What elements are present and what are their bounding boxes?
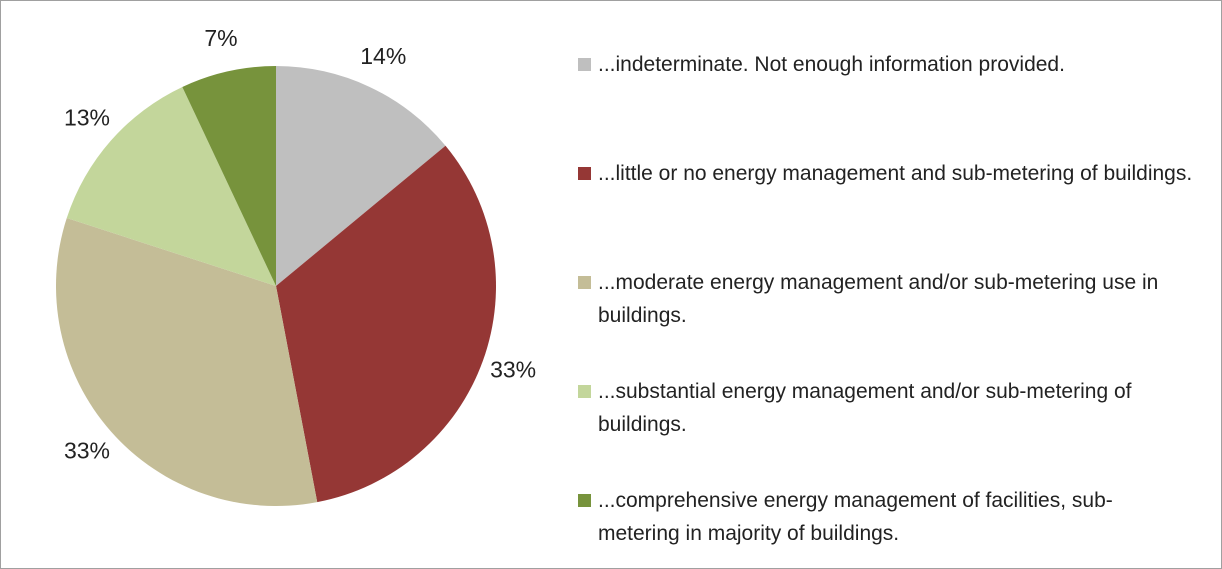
legend-label: ...moderate energy management and/or sub… bbox=[598, 271, 1159, 327]
legend-swatch bbox=[578, 385, 591, 398]
legend-item: ...little or no energy management and su… bbox=[578, 157, 1193, 190]
pie-slice bbox=[276, 66, 446, 286]
pie-slice bbox=[276, 145, 496, 503]
data-label: 13% bbox=[64, 104, 110, 130]
legend-label: ...little or no energy management and su… bbox=[598, 162, 1193, 185]
legend-swatch bbox=[578, 58, 591, 71]
legend-item: ...substantial energy management and/or … bbox=[578, 375, 1193, 441]
legend-swatch bbox=[578, 276, 591, 289]
legend-swatch bbox=[578, 494, 591, 507]
data-label: 7% bbox=[204, 25, 237, 51]
data-label: 33% bbox=[490, 356, 536, 382]
legend-label: ...indeterminate. Not enough information… bbox=[598, 53, 1065, 76]
legend-item: ...comprehensive energy management of fa… bbox=[578, 484, 1193, 550]
legend-label: ...substantial energy management and/or … bbox=[598, 380, 1132, 436]
pie-slice bbox=[182, 66, 276, 286]
legend-label: ...comprehensive energy management of fa… bbox=[598, 489, 1113, 545]
pie-chart: 14% 33% 33% 13% 7% bbox=[56, 25, 536, 506]
data-label: 33% bbox=[64, 438, 110, 464]
legend-item: ...indeterminate. Not enough information… bbox=[578, 48, 1193, 81]
pie-slice bbox=[66, 86, 276, 286]
pie-slice bbox=[56, 218, 318, 506]
legend-swatch bbox=[578, 167, 591, 180]
data-label: 14% bbox=[360, 43, 406, 69]
legend-item: ...moderate energy management and/or sub… bbox=[578, 266, 1193, 332]
